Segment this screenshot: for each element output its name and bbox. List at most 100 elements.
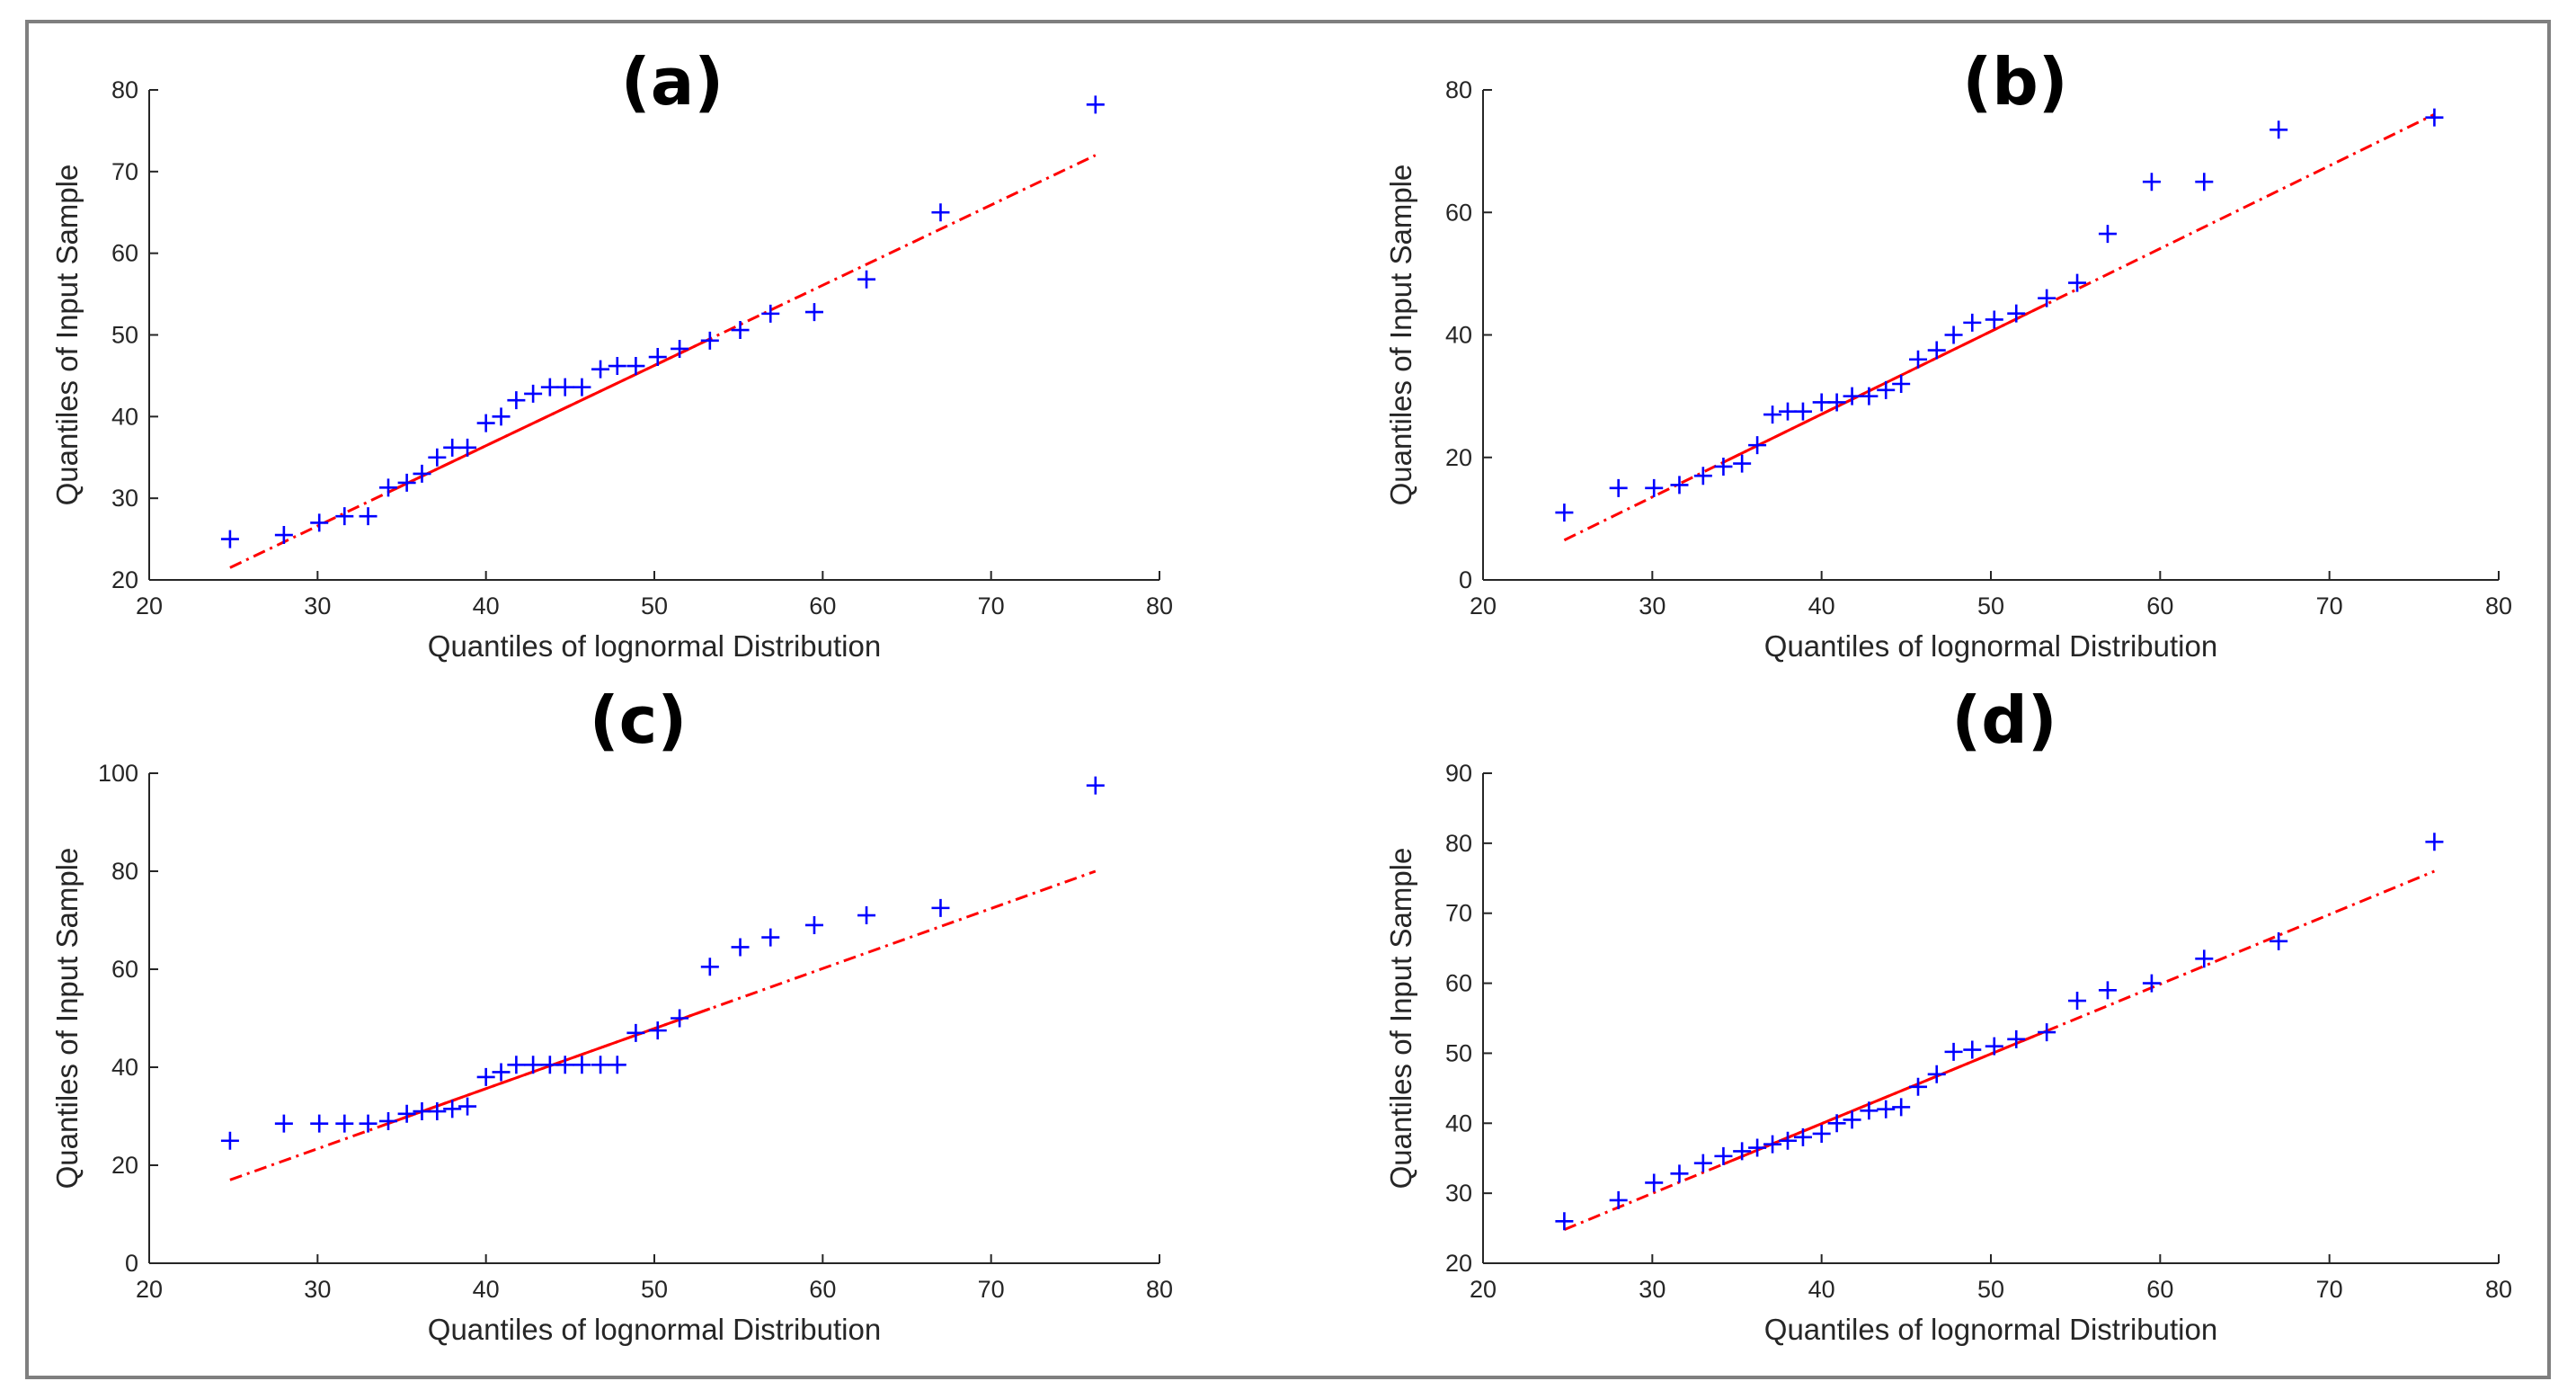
y-tick-label: 40 <box>111 403 138 430</box>
data-point-marker <box>2007 1029 2026 1048</box>
data-point-marker <box>1748 436 1767 455</box>
x-tick-label: 70 <box>978 593 1005 619</box>
figure-frame <box>25 20 2551 1379</box>
data-point-marker <box>458 438 477 457</box>
data-point-marker <box>700 958 719 976</box>
data-point-marker <box>1693 1154 1712 1172</box>
panel-d: (d) 20 30 40 50 60 70 80 20 30 40 50 60 70 80 90 Quantil… <box>1384 682 2512 1346</box>
data-point-marker <box>2098 981 2117 1000</box>
data-point-marker <box>1812 393 1831 412</box>
data-point-marker <box>2068 273 2087 292</box>
data-point-marker <box>731 321 750 340</box>
y-tick-label: 60 <box>111 240 138 267</box>
data-point-marker <box>2068 992 2087 1011</box>
data-point-marker <box>1693 467 1712 486</box>
x-axis-label: Quantiles of lognormal Distribution <box>1764 1313 2217 1346</box>
data-point-marker <box>2425 833 2444 851</box>
data-point-marker <box>379 478 398 497</box>
data-point-marker <box>1779 1131 1797 1150</box>
y-tick-label: 20 <box>111 1152 138 1179</box>
data-point-marker <box>379 1111 398 1130</box>
data-point-marker <box>443 438 462 457</box>
x-axis-label: Quantiles of lognormal Distribution <box>428 629 881 663</box>
data-point-marker <box>1927 341 1946 360</box>
data-point-marker <box>335 507 354 526</box>
y-tick-label: 0 <box>1459 566 1472 593</box>
data-point-marker <box>931 898 950 917</box>
data-point-marker <box>428 448 447 467</box>
data-point-marker <box>2142 173 2161 192</box>
y-axis-label: Quantiles of Input Sample <box>1384 165 1417 506</box>
data-point-marker <box>1733 1142 1752 1161</box>
data-point-marker <box>804 303 823 322</box>
data-point-marker <box>2195 173 2214 192</box>
x-tick-label: 80 <box>1146 593 1173 619</box>
panels-container: (a) 20 30 40 50 60 70 80 20 30 40 50 60 70 80 Quantiles… <box>50 44 2512 1346</box>
panel-title: (a) <box>621 44 724 120</box>
data-point-marker <box>573 1056 591 1074</box>
data-point-marker <box>524 384 543 403</box>
y-tick-label: 20 <box>111 566 138 593</box>
data-point-marker <box>540 378 559 397</box>
y-tick-label: 30 <box>111 485 138 512</box>
data-point-marker <box>2270 120 2288 139</box>
x-tick-label: 20 <box>136 593 163 619</box>
data-point-marker <box>1670 1164 1689 1183</box>
x-tick-label: 20 <box>136 1276 163 1303</box>
x-tick-label: 70 <box>978 1276 1005 1303</box>
data-point-marker <box>1779 402 1797 421</box>
x-tick-label: 50 <box>641 593 668 619</box>
data-point-marker <box>591 1056 610 1074</box>
data-point-marker <box>1963 1040 1982 1059</box>
x-tick-label: 70 <box>2316 1276 2343 1303</box>
data-point-marker <box>413 464 431 483</box>
data-point-marker <box>2098 225 2117 244</box>
data-point-marker <box>700 331 719 350</box>
data-point-marker <box>648 348 667 367</box>
data-point-marker <box>310 1114 329 1133</box>
data-point-marker <box>359 1114 378 1133</box>
x-tick-label: 40 <box>1808 1276 1835 1303</box>
y-tick-label: 50 <box>111 322 138 349</box>
data-point-marker <box>1944 1042 1963 1061</box>
y-tick-label: 40 <box>1445 322 1472 349</box>
x-tick-label: 50 <box>1977 593 2004 619</box>
data-point-marker <box>555 378 574 397</box>
data-point-marker <box>476 414 495 432</box>
data-point-marker <box>1860 1101 1879 1120</box>
data-point-marker <box>1860 387 1879 405</box>
reference-line-solid <box>387 337 711 494</box>
data-point-marker <box>1827 1114 1846 1133</box>
data-point-marker <box>1812 1124 1831 1143</box>
data-point-marker <box>573 378 591 397</box>
data-point-marker <box>1748 1138 1767 1157</box>
data-point-marker <box>1793 1127 1812 1146</box>
data-point-marker <box>1555 503 1574 522</box>
data-point-marker <box>1909 350 1928 369</box>
x-tick-label: 60 <box>2146 593 2173 619</box>
data-point-marker <box>608 357 626 376</box>
data-point-marker <box>626 1023 645 1042</box>
data-point-marker <box>1763 1135 1782 1154</box>
x-tick-label: 20 <box>1470 593 1497 619</box>
panel-title: (c) <box>590 682 688 758</box>
data-point-marker <box>1985 310 2003 329</box>
data-point-marker <box>220 1131 239 1150</box>
data-point-marker <box>397 1104 416 1123</box>
y-tick-label: 20 <box>1445 1250 1472 1277</box>
x-tick-label: 80 <box>2485 1276 2512 1303</box>
data-point-marker <box>1086 776 1105 795</box>
y-tick-label: 50 <box>1445 1039 1472 1066</box>
data-point-marker <box>1892 1098 1911 1117</box>
data-point-marker <box>1963 313 1982 332</box>
data-point-marker <box>507 391 526 410</box>
data-point-marker <box>857 270 876 289</box>
y-tick-label: 60 <box>1445 199 1472 226</box>
data-point-marker <box>540 1056 559 1074</box>
x-tick-label: 80 <box>1146 1276 1173 1303</box>
data-point-marker <box>731 938 750 957</box>
panel-title: (b) <box>1962 44 2067 120</box>
x-tick-label: 40 <box>473 1276 500 1303</box>
data-point-marker <box>2038 1023 2056 1042</box>
data-point-marker <box>1555 1212 1574 1231</box>
